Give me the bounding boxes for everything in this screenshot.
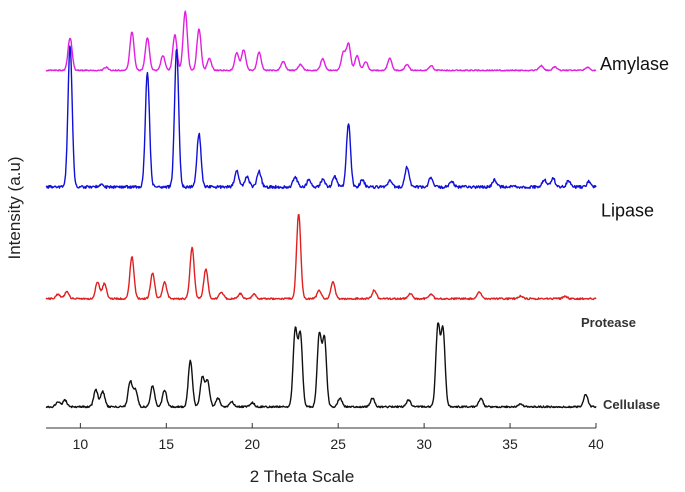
x-tick-label: 30 xyxy=(416,436,432,452)
series-line-protease xyxy=(45,213,597,301)
y-axis-title: Intensity (a.u) xyxy=(5,157,24,260)
series-label-cellulase: Cellulase xyxy=(603,397,660,412)
series-line-cellulase xyxy=(45,322,597,409)
x-tick-label: 20 xyxy=(244,436,260,452)
series-labels: Amylase Lipase Protease Cellulase xyxy=(581,54,669,412)
series-label-protease: Protease xyxy=(581,315,636,330)
x-ticks: 10 15 20 25 30 35 40 xyxy=(73,423,604,452)
x-axis-title: 2 Theta Scale xyxy=(250,467,355,486)
x-tick-label: 35 xyxy=(502,436,518,452)
series-line-lipase xyxy=(45,45,597,190)
series-label-lipase: Lipase xyxy=(601,201,654,221)
x-tick-label: 15 xyxy=(159,436,175,452)
series-line-amylase xyxy=(45,10,597,72)
x-tick-label: 25 xyxy=(330,436,346,452)
series-label-amylase: Amylase xyxy=(600,54,669,74)
x-tick-label: 10 xyxy=(73,436,89,452)
series-traces xyxy=(45,10,597,409)
x-tick-label: 40 xyxy=(588,436,604,452)
